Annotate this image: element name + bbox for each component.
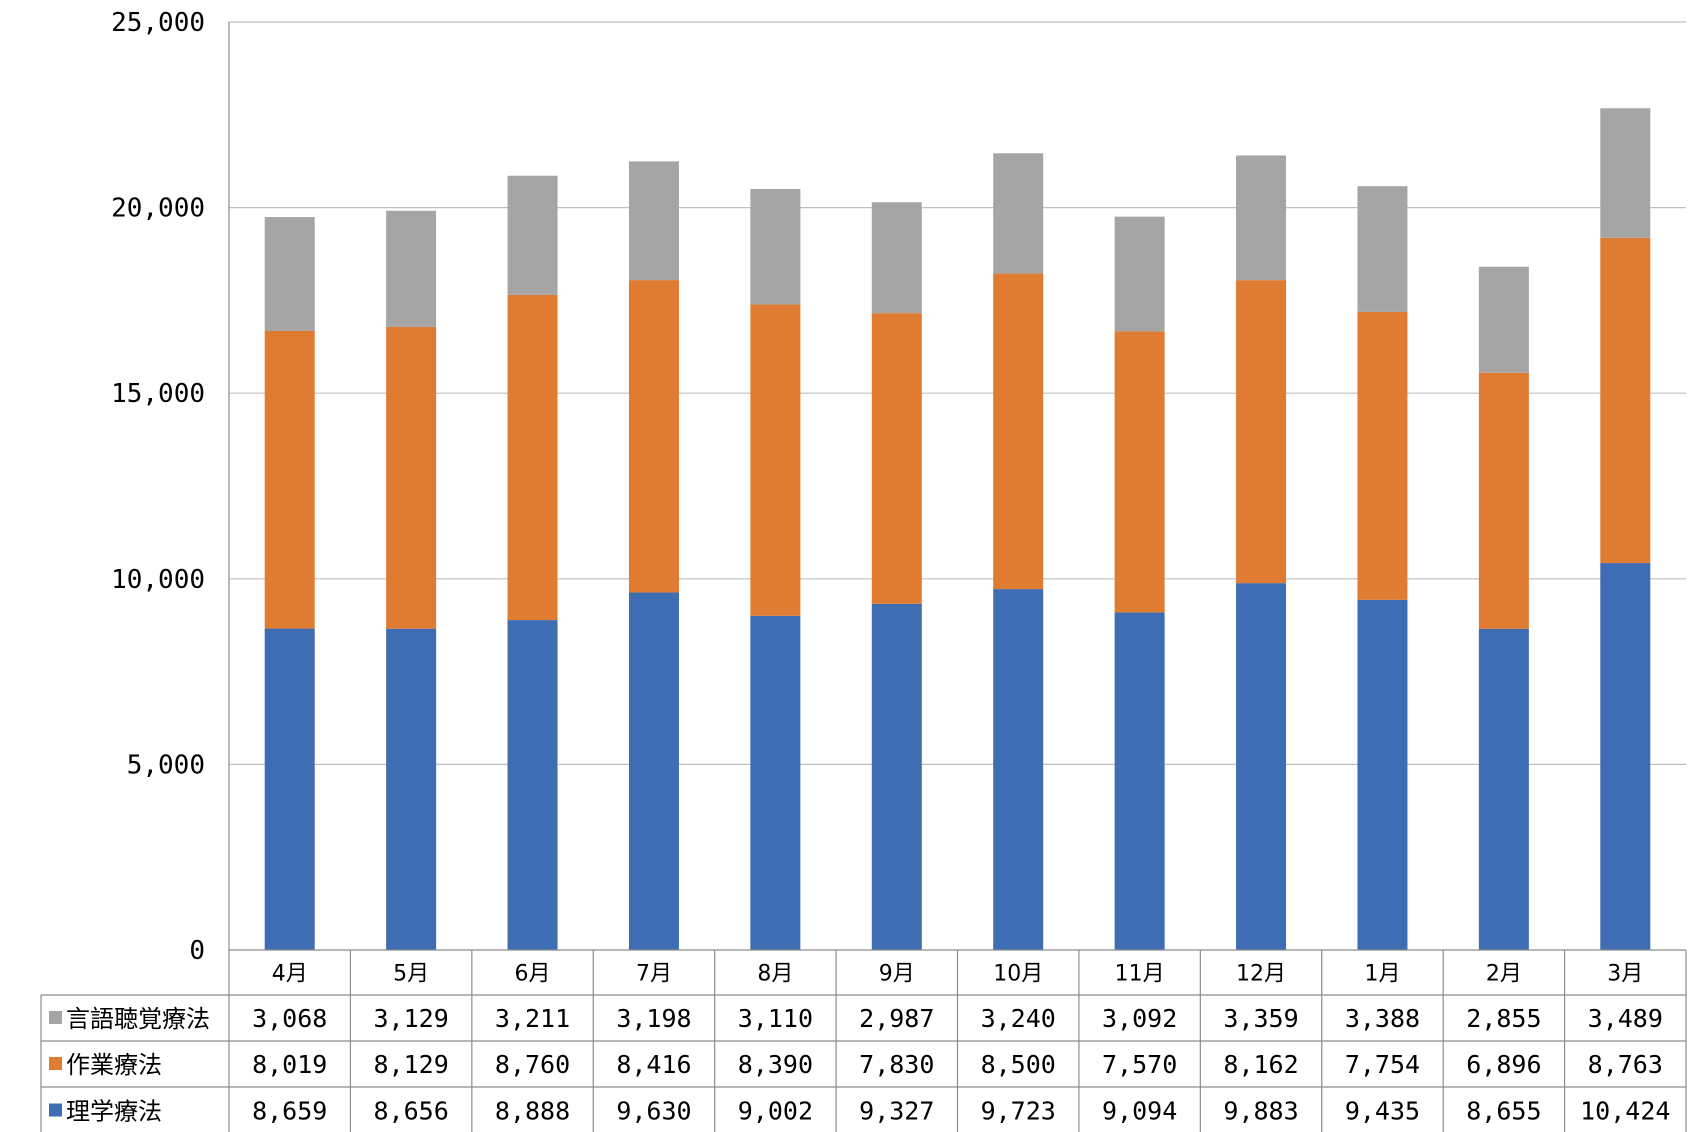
data-table-cell: 10,424 <box>1580 1097 1670 1126</box>
x-category-label: 1月 <box>1364 962 1400 987</box>
legend-label: 言語聴覚療法 <box>66 1005 210 1033</box>
bar-segment-pt <box>1600 563 1651 950</box>
x-category-label: 4月 <box>272 962 308 987</box>
data-table-cell: 8,655 <box>1466 1097 1541 1126</box>
legend-label: 作業療法 <box>66 1051 162 1079</box>
bar-segment-pt <box>264 628 315 950</box>
data-table-cell: 8,129 <box>373 1050 448 1079</box>
bar-segment-pt <box>1478 628 1529 950</box>
data-table-cell: 3,129 <box>373 1004 448 1033</box>
x-category-label: 11月 <box>1115 962 1165 987</box>
bar-segment-ot <box>1114 331 1165 613</box>
bar-segment-st <box>628 161 679 281</box>
data-table-cell: 7,570 <box>1102 1050 1177 1079</box>
data-table-cell: 3,068 <box>252 1004 327 1033</box>
bar-segment-pt <box>507 620 558 950</box>
bar-segment-pt <box>1357 599 1408 950</box>
data-table-cell: 8,888 <box>495 1097 570 1126</box>
y-tick-label: 20,000 <box>111 194 205 224</box>
bar-segment-ot <box>1478 372 1529 629</box>
data-table-cell: 3,489 <box>1588 1004 1663 1033</box>
data-table-cell: 3,388 <box>1345 1004 1420 1033</box>
bar-segment-pt <box>628 592 679 950</box>
data-table-cell: 3,240 <box>981 1004 1056 1033</box>
bar-segment-ot <box>750 304 801 616</box>
y-tick-label: 15,000 <box>111 379 205 409</box>
data-table-cell: 7,830 <box>859 1050 934 1079</box>
data-table-cell: 6,896 <box>1466 1050 1541 1079</box>
data-table-cell: 8,656 <box>373 1097 448 1126</box>
bar-segment-ot <box>264 330 315 629</box>
x-category-label: 10月 <box>993 962 1043 987</box>
bar-segment-ot <box>871 313 922 604</box>
legend-label: 理学療法 <box>66 1098 162 1126</box>
y-tick-label: 25,000 <box>111 8 205 38</box>
x-category-label: 6月 <box>515 962 551 987</box>
bar-segment-st <box>750 188 801 305</box>
bar-segment-ot <box>993 273 1044 590</box>
data-table-cell: 8,659 <box>252 1097 327 1126</box>
data-table-cell: 8,763 <box>1588 1050 1663 1079</box>
y-tick-label: 0 <box>189 936 205 966</box>
bar-segment-ot <box>1357 311 1408 600</box>
x-category-label: 7月 <box>636 962 672 987</box>
data-table-cell: 3,198 <box>616 1004 691 1033</box>
y-tick-label: 10,000 <box>111 565 205 595</box>
data-table-cell: 9,723 <box>981 1097 1056 1126</box>
bar-segment-pt <box>871 603 922 950</box>
x-category-label: 8月 <box>757 962 793 987</box>
data-table-cell: 8,760 <box>495 1050 570 1079</box>
data-table-cell: 8,390 <box>738 1050 813 1079</box>
bar-segment-pt <box>1236 583 1287 950</box>
x-category-label: 9月 <box>879 962 915 987</box>
data-table-cell: 2,855 <box>1466 1004 1541 1033</box>
data-table-cell: 9,094 <box>1102 1097 1177 1126</box>
bar-segment-ot <box>386 326 437 629</box>
data-table-cell: 8,019 <box>252 1050 327 1079</box>
bar-segment-pt <box>993 589 1044 950</box>
data-table-cell: 8,416 <box>616 1050 691 1079</box>
bar-segment-ot <box>1600 237 1651 564</box>
bar-segment-ot <box>507 294 558 621</box>
y-tick-label: 5,000 <box>127 750 205 780</box>
data-table-cell: 2,987 <box>859 1004 934 1033</box>
legend-key <box>49 1103 62 1117</box>
bar-segment-pt <box>750 615 801 950</box>
bar-segment-st <box>1357 186 1408 312</box>
legend-key <box>49 1057 62 1070</box>
bar-segment-st <box>507 175 558 295</box>
bar-segment-st <box>386 210 437 327</box>
data-table-cell: 3,092 <box>1102 1004 1177 1033</box>
data-table-cell: 9,002 <box>738 1097 813 1126</box>
bar-segment-st <box>993 153 1044 274</box>
data-table-cell: 8,162 <box>1223 1050 1298 1079</box>
bar-segment-st <box>1600 108 1651 238</box>
bar-segment-pt <box>1114 612 1165 950</box>
x-category-label: 3月 <box>1607 962 1643 987</box>
bar-segment-st <box>871 202 922 314</box>
bar-segment-st <box>1478 266 1529 373</box>
bar-segment-st <box>1114 216 1165 332</box>
x-category-label: 5月 <box>393 962 429 987</box>
data-table-cell: 9,435 <box>1345 1097 1420 1126</box>
data-table-cell: 9,883 <box>1223 1097 1298 1126</box>
x-category-label: 2月 <box>1486 962 1522 987</box>
data-table-cell: 9,327 <box>859 1097 934 1126</box>
bar-segment-ot <box>628 280 679 593</box>
data-table-cell: 9,630 <box>616 1097 691 1126</box>
bar-segment-ot <box>1236 280 1287 584</box>
legend-key <box>49 1011 62 1024</box>
data-table-cell: 3,359 <box>1223 1004 1298 1033</box>
data-table-cell: 8,500 <box>981 1050 1056 1079</box>
bar-segment-st <box>1236 155 1287 281</box>
bar-segment-st <box>264 217 315 331</box>
bar-segment-pt <box>386 628 437 950</box>
data-table-cell: 3,211 <box>495 1004 570 1033</box>
data-table-cell: 3,110 <box>738 1004 813 1033</box>
x-category-label: 12月 <box>1236 962 1286 987</box>
data-table-cell: 7,754 <box>1345 1050 1420 1079</box>
